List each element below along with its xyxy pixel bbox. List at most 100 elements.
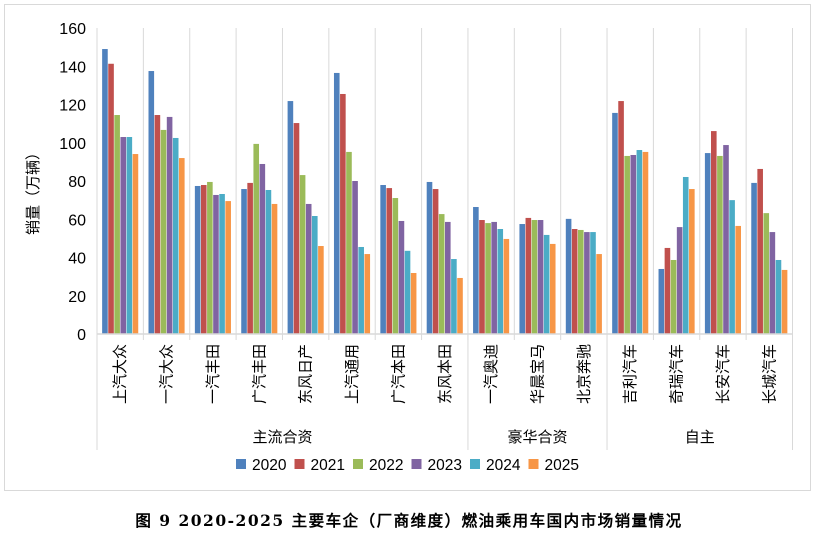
y-axis-label: 销量（万辆）: [24, 145, 42, 235]
bar-2025-长安汽车: [735, 225, 741, 334]
y-tick-label: 20: [68, 289, 86, 306]
y-tick-label: 0: [77, 327, 86, 344]
legend-swatch-2023: [411, 459, 422, 469]
category-label: 一汽丰田: [204, 344, 222, 404]
bar-2022-北京奔驰: [578, 229, 584, 334]
bar-2023-北京奔驰: [584, 232, 590, 334]
bar-2020-上汽通用: [333, 72, 340, 334]
bar-2022-长城汽车: [763, 213, 770, 334]
bar-2022-东风日产: [299, 175, 306, 334]
bar-2020-长城汽车: [751, 182, 757, 334]
bar-2022-上汽大众: [114, 115, 120, 334]
category-label: 广汽本田: [389, 344, 407, 404]
bar-2025-广汽本田: [410, 272, 417, 334]
bar-2020-北京奔驰: [565, 218, 572, 334]
bar-2020-吉利汽车: [612, 112, 618, 334]
y-tick-label: 40: [68, 251, 86, 268]
bar-2023-广汽丰田: [259, 163, 266, 334]
bar-2021-北京奔驰: [571, 229, 578, 334]
bar-2023-奇瑞汽车: [676, 227, 683, 334]
y-tick-label: 60: [68, 212, 86, 229]
bar-2020-长安汽车: [704, 153, 711, 334]
bar-2021-华晨宝马: [525, 217, 532, 334]
bar-2025-广汽丰田: [271, 203, 278, 334]
bar-2025-北京奔驰: [596, 254, 602, 334]
bar-2022-长安汽车: [717, 155, 723, 334]
bar-2021-长城汽车: [757, 168, 763, 334]
bar-2025-长城汽车: [781, 269, 788, 334]
y-tick-label: 160: [59, 21, 86, 38]
category-label: 东风本田: [436, 344, 454, 404]
bar-2020-广汽丰田: [241, 189, 247, 334]
bar-2025-吉利汽车: [642, 151, 649, 334]
bar-2021-上汽通用: [340, 93, 346, 334]
bar-2024-广汽本田: [404, 250, 411, 334]
bar-2024-吉利汽车: [636, 150, 643, 334]
y-tick-label: 120: [59, 98, 86, 115]
bar-2022-奇瑞汽车: [670, 259, 677, 334]
bar-2023-长安汽车: [723, 145, 729, 334]
bar-2021-长安汽车: [711, 131, 717, 334]
legend-swatch-2021: [294, 459, 305, 469]
bar-2025-奇瑞汽车: [689, 189, 695, 334]
y-tick-label: 140: [59, 59, 86, 76]
bar-2025-一汽丰田: [225, 201, 231, 334]
bar-2021-奇瑞汽车: [664, 247, 671, 334]
legend-label: 2021: [311, 457, 345, 474]
bar-2024-奇瑞汽车: [682, 176, 689, 334]
chart-frame: [4, 4, 811, 491]
category-label: 长城汽车: [760, 344, 778, 404]
bar-2024-长城汽车: [775, 259, 782, 334]
bar-2023-东风本田: [445, 221, 451, 334]
bar-2020-广汽本田: [380, 185, 386, 334]
category-label: 北京奔驰: [575, 344, 593, 404]
bar-2022-华晨宝马: [531, 220, 538, 334]
category-label: 广汽丰田: [250, 344, 268, 404]
bar-2022-吉利汽车: [624, 155, 630, 334]
legend-label: 2025: [545, 457, 579, 474]
category-label: 上汽大众: [111, 344, 129, 404]
bar-2024-上汽通用: [358, 246, 364, 334]
category-label: 吉利汽车: [621, 344, 639, 404]
bar-2022-广汽丰田: [253, 143, 260, 334]
bar-2023-广汽本田: [398, 220, 405, 334]
legend-swatch-2020: [236, 459, 246, 469]
bar-2024-一汽大众: [172, 137, 179, 334]
bar-2025-华晨宝马: [549, 243, 556, 334]
bar-2024-东风本田: [451, 259, 457, 334]
bar-2024-一汽奥迪: [497, 229, 504, 334]
bar-2023-上汽通用: [352, 181, 358, 334]
figure-caption: 图 9 2020-2025 主要车企（厂商维度）燃油乘用车国内市场销量情况: [135, 511, 683, 530]
bar-2023-上汽大众: [120, 137, 127, 334]
bar-2020-奇瑞汽车: [658, 268, 665, 334]
bar-2023-一汽丰田: [213, 194, 219, 334]
bar-2025-上汽大众: [132, 154, 139, 334]
legend-swatch-2024: [470, 459, 480, 469]
bar-2022-上汽通用: [346, 151, 352, 334]
bar-2025-东风日产: [318, 246, 324, 334]
bar-2023-长城汽车: [769, 232, 776, 334]
legend-label: 2020: [252, 457, 287, 474]
bar-2024-一汽丰田: [219, 194, 225, 334]
bar-2021-东风本田: [432, 189, 439, 334]
bar-2025-一汽奥迪: [503, 238, 510, 334]
bar-2024-长安汽车: [729, 200, 735, 334]
bar-2023-吉利汽车: [630, 154, 637, 334]
bar-2022-东风本田: [438, 214, 445, 334]
bar-2020-东风本田: [426, 181, 433, 334]
bar-2025-上汽通用: [364, 254, 371, 334]
bar-2025-东风本田: [457, 277, 463, 334]
bar-2020-东风日产: [287, 101, 294, 335]
category-label: 一汽奥迪: [482, 344, 500, 404]
category-label: 奇瑞汽车: [668, 344, 686, 404]
bar-2024-上汽大众: [126, 137, 133, 334]
bar-2020-一汽奥迪: [473, 207, 479, 334]
category-label: 上汽通用: [343, 344, 361, 404]
bar-2021-东风日产: [293, 123, 300, 335]
legend-label: 2024: [486, 457, 521, 474]
bar-2020-华晨宝马: [519, 224, 526, 334]
bar-2024-北京奔驰: [590, 232, 596, 334]
legend-label: 2023: [428, 457, 462, 474]
legend-label: 2022: [369, 457, 403, 474]
bar-2021-一汽大众: [154, 115, 161, 334]
